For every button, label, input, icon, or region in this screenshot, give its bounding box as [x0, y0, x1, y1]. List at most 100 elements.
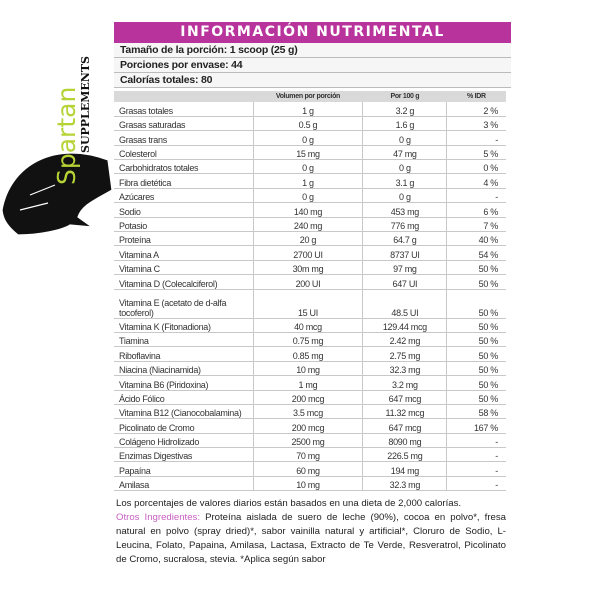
- col-name: [114, 91, 253, 102]
- per-100g: 47 mg: [362, 145, 447, 161]
- idr-percent: -: [446, 188, 506, 204]
- nutrient-name: Vitamina B6 (Piridoxina): [114, 375, 253, 391]
- total-calories: Calorías totales: 80: [114, 73, 511, 88]
- per-100g: 647 UI: [362, 274, 447, 290]
- nutrient-name: Azúcares: [114, 188, 253, 204]
- per-100g: 32.3 mg: [362, 476, 447, 492]
- col-per-serving: Volumen por porción: [253, 91, 363, 102]
- nutrition-facts-panel: INFORMACIÓN NUTRIMENTAL Tamaño de la por…: [114, 22, 511, 567]
- nutrient-name: Vitamina E (acetato de d-alfa tocoferol): [114, 289, 253, 319]
- nutrient-name: Fibra dietética: [114, 173, 253, 189]
- footer-notes: Los porcentajes de valores diarios están…: [114, 497, 506, 567]
- nutrient-name: Papaína: [114, 461, 253, 477]
- panel-title: INFORMACIÓN NUTRIMENTAL: [114, 22, 511, 43]
- table-row: Tiamina 0.75 mg 2.42 mg 50 %: [114, 332, 506, 348]
- nutrient-name: Colágeno Hidrolizado: [114, 433, 253, 449]
- per-100g: 129.44 mcg: [362, 318, 447, 333]
- table-row: Vitamina D (Colecalciferol) 200 UI 647 UI 5…: [114, 274, 506, 290]
- per-serving: 0 g: [252, 159, 363, 175]
- per-serving: 1 g: [252, 173, 363, 189]
- idr-percent: 50 %: [446, 289, 506, 319]
- table-row: Niacina (Niacinamida) 10 mg 32.3 mg 50 %: [114, 361, 506, 377]
- per-100g: 776 mg: [362, 217, 447, 233]
- table-row: Riboflavina 0.85 mg 2.75 mg 50 %: [114, 346, 506, 362]
- idr-percent: 3 %: [446, 116, 506, 132]
- per-serving: 2500 mg: [252, 433, 363, 449]
- nutrient-name: Sodio: [114, 202, 253, 218]
- idr-percent: 167 %: [446, 418, 506, 434]
- per-100g: 1.6 g: [362, 116, 447, 132]
- idr-percent: -: [446, 461, 506, 477]
- per-serving: 0 g: [252, 188, 363, 204]
- table-row: Ácido Fólico 200 mcg 647 mcg 50 %: [114, 390, 506, 405]
- per-100g: 11.32 mcg: [362, 404, 447, 420]
- nutrient-name: Vitamina C: [114, 260, 253, 276]
- table-row: Proteína 20 g 64.7 g 40 %: [114, 231, 506, 247]
- per-100g: 647 mcg: [362, 390, 447, 405]
- idr-percent: 2 %: [446, 102, 506, 117]
- idr-percent: -: [446, 433, 506, 449]
- idr-percent: 50 %: [446, 318, 506, 333]
- nutrient-name: Picolinato de Cromo: [114, 418, 253, 434]
- idr-percent: 50 %: [446, 274, 506, 290]
- per-100g: 453 mg: [362, 202, 447, 218]
- idr-percent: 40 %: [446, 231, 506, 247]
- nutrient-name: Enzimas Digestivas: [114, 447, 253, 463]
- idr-percent: 50 %: [446, 260, 506, 276]
- idr-percent: 50 %: [446, 375, 506, 391]
- per-100g: 0 g: [362, 159, 447, 175]
- per-100g: 2.75 mg: [362, 346, 447, 362]
- idr-percent: 5 %: [446, 145, 506, 161]
- nutrient-name: Ácido Fólico: [114, 390, 253, 405]
- nutrition-table: Volumen por porción Por 100 g % IDR Gras…: [114, 91, 506, 492]
- per-serving: 200 mcg: [252, 390, 363, 405]
- nutrient-name: Grasas totales: [114, 102, 253, 117]
- per-serving: 200 UI: [252, 274, 363, 290]
- per-serving: 15 mg: [252, 145, 363, 161]
- nutrient-name: Niacina (Niacinamida): [114, 361, 253, 377]
- table-row: Vitamina A 2700 UI 8737 UI 54 %: [114, 245, 506, 261]
- per-serving: 0 g: [252, 130, 363, 146]
- table-row: Colágeno Hidrolizado 2500 mg 8090 mg -: [114, 433, 506, 449]
- idr-percent: -: [446, 130, 506, 146]
- per-100g: 647 mcg: [362, 418, 447, 434]
- per-100g: 0 g: [362, 188, 447, 204]
- table-row: Sodio 140 mg 453 mg 6 %: [114, 202, 506, 218]
- per-serving: 200 mcg: [252, 418, 363, 434]
- nutrient-name: Grasas saturadas: [114, 116, 253, 132]
- table-row: Potasio 240 mg 776 mg 7 %: [114, 217, 506, 233]
- nutrient-name: Vitamina B12 (Cianocobalamina): [114, 404, 253, 420]
- servings-per-container: Porciones por envase: 44: [114, 58, 511, 73]
- nutrient-name: Vitamina A: [114, 245, 253, 261]
- per-serving: 1 mg: [252, 375, 363, 391]
- table-row: Picolinato de Cromo 200 mcg 647 mcg 167 %: [114, 418, 506, 434]
- table-row: Vitamina C 30m mg 97 mg 50 %: [114, 260, 506, 276]
- table-row: Enzimas Digestivas 70 mg 226.5 mg -: [114, 447, 506, 463]
- per-serving: 15 UI: [252, 289, 363, 319]
- idr-percent: 50 %: [446, 361, 506, 377]
- per-100g: 32.3 mg: [362, 361, 447, 377]
- per-serving: 0.5 g: [252, 116, 363, 132]
- per-serving: 10 mg: [252, 361, 363, 377]
- table-row: Colesterol 15 mg 47 mg 5 %: [114, 145, 506, 161]
- idr-percent: 50 %: [446, 346, 506, 362]
- per-serving: 20 g: [252, 231, 363, 247]
- logo-brand: Spartan: [52, 87, 81, 185]
- per-100g: 3.2 mg: [362, 375, 447, 391]
- nutrient-name: Vitamina D (Colecalciferol): [114, 274, 253, 290]
- per-100g: 64.7 g: [362, 231, 447, 247]
- spartan-helmet-icon: [1, 152, 112, 236]
- ingredients-text: Proteína aislada de suero de leche (90%)…: [116, 512, 506, 566]
- idr-percent: -: [446, 476, 506, 492]
- per-serving: 3.5 mcg: [252, 404, 363, 420]
- idr-percent: 7 %: [446, 217, 506, 233]
- per-100g: 8090 mg: [362, 433, 447, 449]
- ingredients-label: Otros Ingredientes:: [116, 512, 201, 524]
- nutrient-name: Grasas trans: [114, 130, 253, 146]
- per-100g: 194 mg: [362, 461, 447, 477]
- per-serving: 140 mg: [252, 202, 363, 218]
- nutrient-name: Amilasa: [114, 476, 253, 492]
